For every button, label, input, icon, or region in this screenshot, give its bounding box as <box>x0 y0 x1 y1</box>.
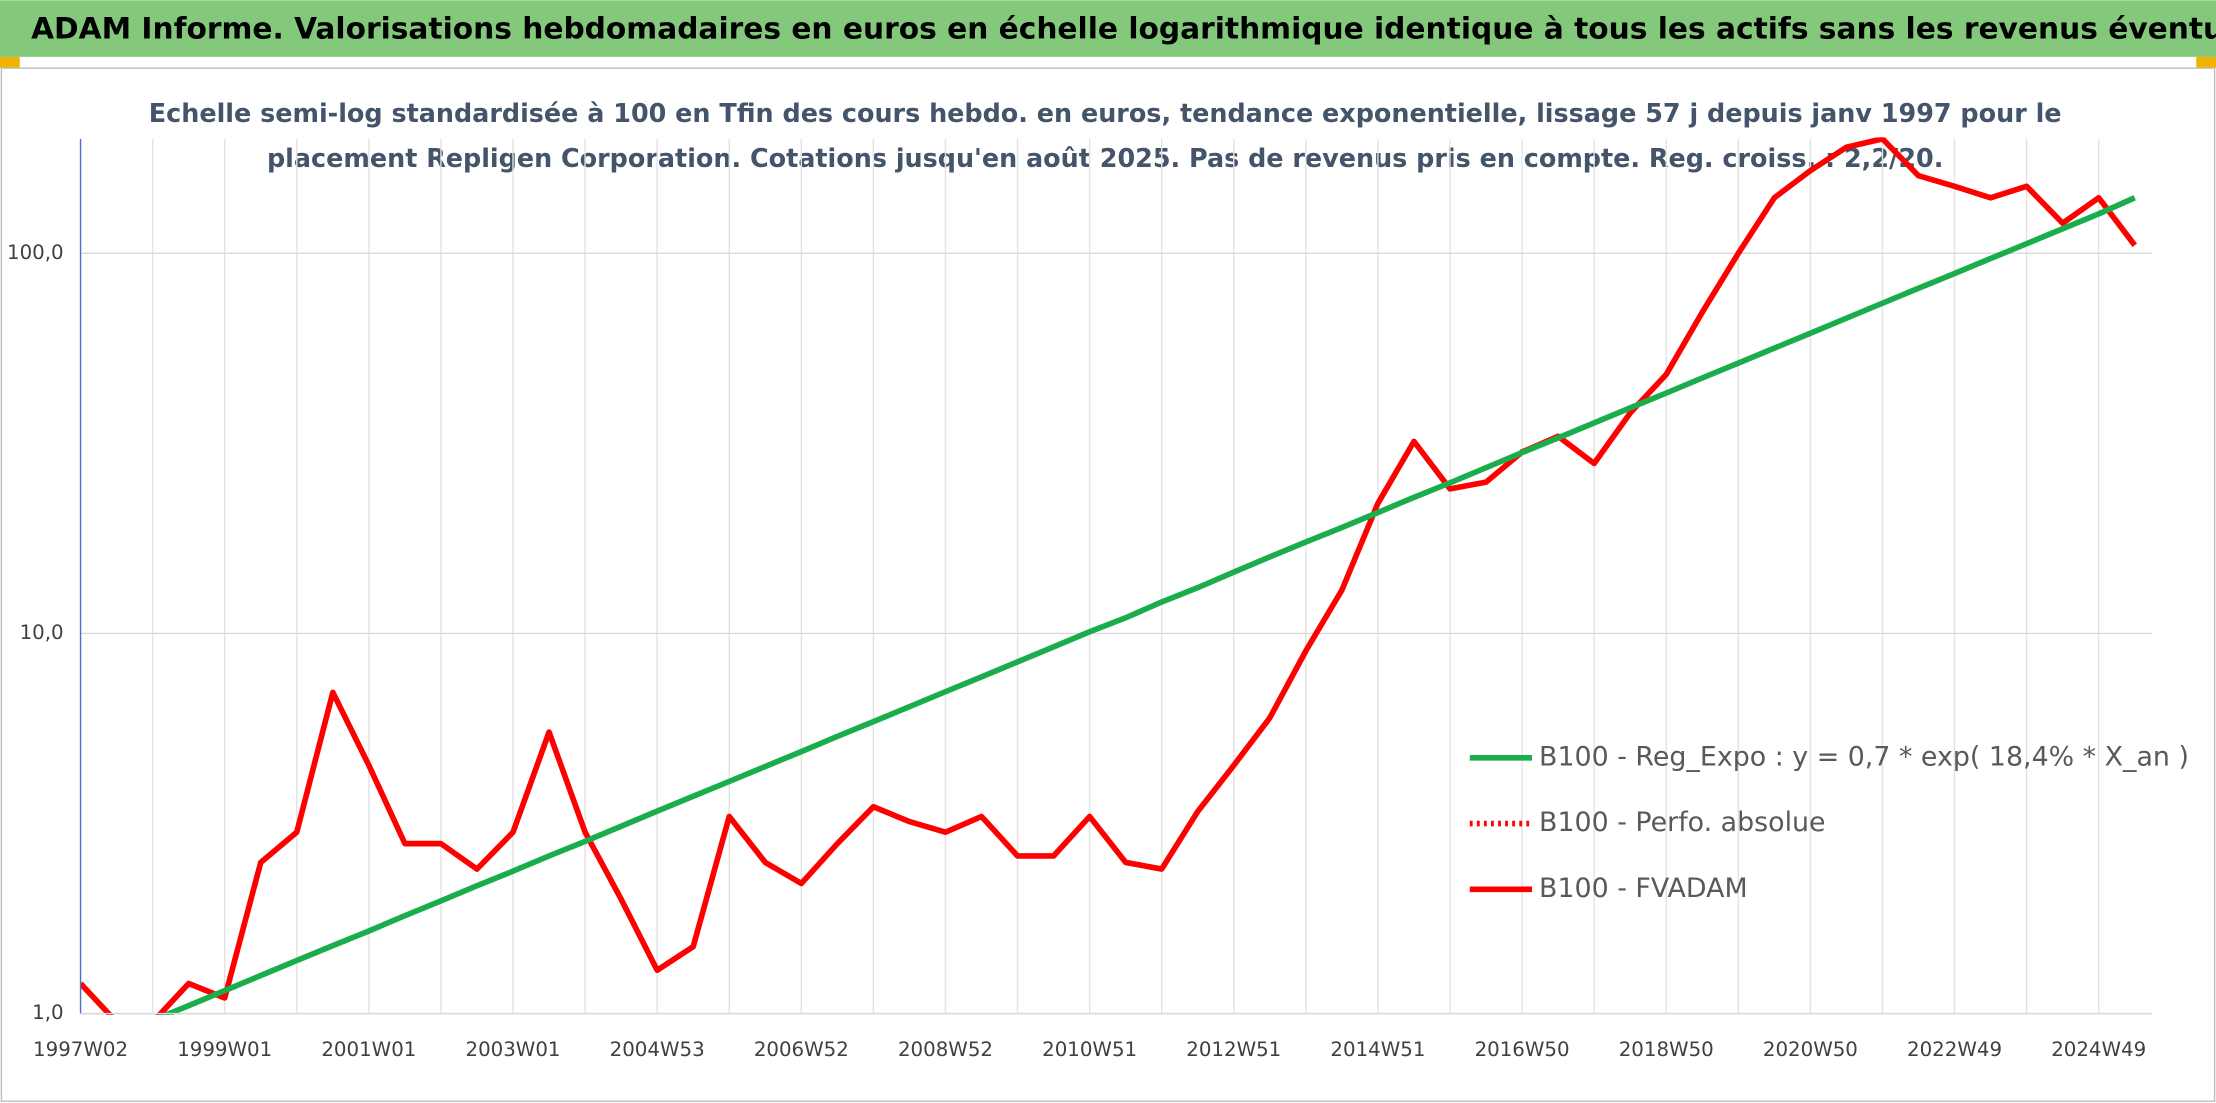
x-tick-label: 2003W01 <box>466 1038 561 1061</box>
x-tick-label: 2024W49 <box>2051 1038 2146 1061</box>
series-line <box>158 195 2136 1016</box>
chart-title: Echelle semi-log standardisée à 100 en T… <box>149 98 2062 128</box>
grid <box>80 138 2153 1015</box>
legend-label: B100 - Perfo. absolue <box>1539 807 1826 838</box>
x-tick-label: 2006W52 <box>754 1038 849 1061</box>
header-bar <box>0 0 2216 57</box>
corner-mark <box>0 56 20 69</box>
x-tick-label: 1999W01 <box>177 1038 272 1061</box>
header-title: ADAM Informe. Valorisations hebdomadaire… <box>31 11 2216 46</box>
series-line <box>80 137 2137 1016</box>
x-tick-label: 2014W51 <box>1330 1038 1425 1061</box>
legend-label: B100 - FVADAM <box>1539 873 1748 904</box>
y-tick-label: 100,0 <box>7 241 64 264</box>
x-tick-label: 1997W02 <box>33 1038 128 1061</box>
x-tick-label: 2001W01 <box>321 1038 416 1061</box>
x-tick-label: 2010W51 <box>1042 1038 1137 1061</box>
legend-label: B100 - Reg_Expo : y = 0,7 * exp( 18,4% *… <box>1539 741 2189 772</box>
x-tick-label: 2022W49 <box>1907 1038 2002 1061</box>
x-tick-label: 2018W50 <box>1619 1038 1714 1061</box>
x-tick-label: 2016W50 <box>1475 1038 1570 1061</box>
y-tick-label: 1,0 <box>32 1001 63 1024</box>
x-tick-label: 2012W51 <box>1186 1038 1281 1061</box>
x-tick-label: 2004W53 <box>610 1038 705 1061</box>
axes: 1,0 10,0 100,0 1997W02 1999W01 2001W01 2003W01… <box>7 138 2153 1061</box>
legend: B100 - Reg_Expo : y = 0,7 * exp( 18,4% *… <box>1469 741 2189 904</box>
plot-lines <box>80 137 2137 1016</box>
x-tick-label: 2008W52 <box>898 1038 993 1061</box>
chart-title: placement Repligen Corporation. Cotation… <box>267 143 1943 173</box>
x-tick-label: 2020W50 <box>1763 1038 1858 1061</box>
corner-mark <box>2196 56 2216 69</box>
chart-frame <box>0 67 2216 1102</box>
y-tick-label: 10,0 <box>20 621 64 644</box>
